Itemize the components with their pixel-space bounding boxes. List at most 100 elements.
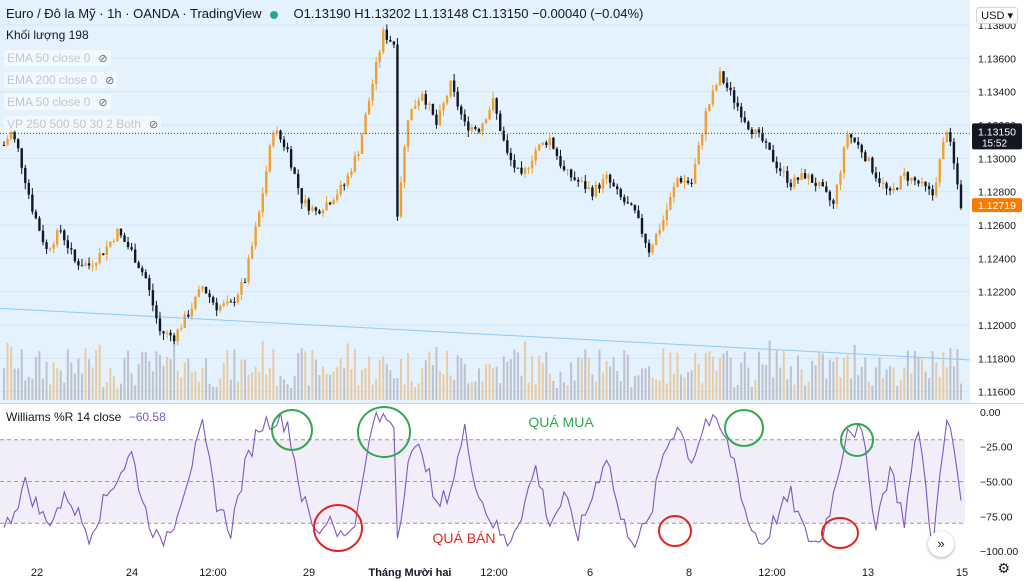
candle-body [222,303,225,306]
volume-bar [779,367,782,400]
volume-bar [10,346,13,400]
volume-bar [917,357,920,400]
time-tick-label: 15 [956,567,968,579]
candle-body [467,121,470,131]
eye-off-icon[interactable]: ⊘ [98,53,108,65]
indicator-ema-50-b[interactable]: EMA 50 close 0 ⊘ [4,94,111,110]
scroll-to-realtime-button[interactable]: » [928,531,954,557]
candle-body [686,180,690,183]
volume-bar [424,360,427,400]
price-tick-label: 1.11800 [978,353,1015,365]
candle-body [619,189,622,198]
candle-body [729,87,732,91]
gear-icon[interactable]: ⚙ [997,560,1010,576]
volume-bar [396,378,399,400]
candle-body [832,200,835,204]
candle-body [640,217,644,234]
symbol-legend[interactable]: Euro / Đô la Mỹ · 1h · OANDA · TradingVi… [6,6,643,21]
time-axis[interactable]: 22 24 12:00 29 Tháng Mười hai 12:00 6 8 12:00 13 1… [31,567,968,579]
currency-selector[interactable]: USD ▾ [976,7,1018,24]
candle-body [662,220,665,230]
volume-bar [286,384,289,400]
volume-bar [474,381,477,400]
volume-bar [623,350,626,400]
indicator-vp[interactable]: VP 250 500 50 30 2 Both ⊘ [4,116,162,132]
volume-bar [3,368,5,400]
eye-off-icon[interactable]: ⊘ [98,97,108,109]
volume-bar [789,366,792,400]
candle-body [24,167,27,183]
volume-bar [314,359,317,400]
volume-bar [527,382,530,400]
candle-body [233,301,236,303]
volume-bar [485,364,488,400]
indicator-ema-200[interactable]: EMA 200 close 0 ⊘ [4,72,118,88]
volume-bar [197,381,200,400]
candle-body [591,187,594,197]
time-tick-label: 12:00 [199,567,227,579]
volume-bar [587,357,590,400]
volume-bar [506,361,509,400]
volume-bar [860,366,863,400]
candle-body [318,210,321,214]
volume-bar [80,373,83,400]
candle-body [786,171,789,183]
volume-bar [70,362,73,400]
volume-bar [187,358,190,400]
candle-body [410,108,413,121]
price-pane-background [0,0,970,403]
volume-bar [91,367,94,400]
volume-bar [733,387,736,400]
volume-bar [375,378,378,400]
trend-line-segment [0,307,971,361]
volume-bar [190,372,193,400]
candle-body [647,243,651,253]
indicator-label: EMA 200 close 0 [7,73,98,87]
volume-bar [297,353,300,400]
volume-bar [952,366,955,400]
eye-off-icon[interactable]: ⊘ [148,119,159,131]
volume-bar [304,351,307,400]
volume-bar [708,351,711,400]
volume-bar [244,359,247,400]
indicator-ema-50-a[interactable]: EMA 50 close 0 ⊘ [4,50,111,66]
volume-bar [960,383,962,400]
volume-bar [555,387,558,400]
candle-body [105,246,108,255]
volume-bar [112,376,115,400]
oscillator-legend[interactable]: Williams %R 14 close −60.58 [6,410,166,424]
price-axis[interactable]: 1.138001.136001.134001.132001.130001.128… [972,20,1022,558]
volume-bar [318,374,321,400]
volume-bar [41,378,44,400]
eye-off-icon[interactable]: ⊘ [105,75,115,87]
candle-body [584,181,587,189]
candle-body [598,184,601,189]
candle-body [367,100,371,115]
candle-body [701,134,704,146]
volume-bar [98,344,101,400]
volume-bar [325,373,328,400]
price-tick-label: 1.13600 [978,53,1016,65]
oscillator-tick-label: −25.00 [980,442,1013,454]
time-tick-label: 13 [862,567,874,579]
volume-bar [899,379,902,400]
volume-bar [711,356,714,400]
volume-bar [602,372,605,400]
double-chevron-right-icon: » [937,536,945,551]
trend-line [0,307,971,361]
volume-bar [127,350,130,400]
candle-body [545,142,548,146]
candle-body [789,182,793,187]
candle-body [878,178,881,183]
candle-body [509,152,513,161]
candle-body [931,189,934,196]
candle-body [268,145,272,172]
volume-bar [123,357,126,400]
volume-bar [13,368,16,400]
volume-bar [492,367,495,400]
price-tick-label: 1.13400 [978,87,1016,99]
chevron-down-icon: ▾ [1007,10,1013,22]
volume-bar [102,387,105,400]
candle-body [580,181,583,183]
